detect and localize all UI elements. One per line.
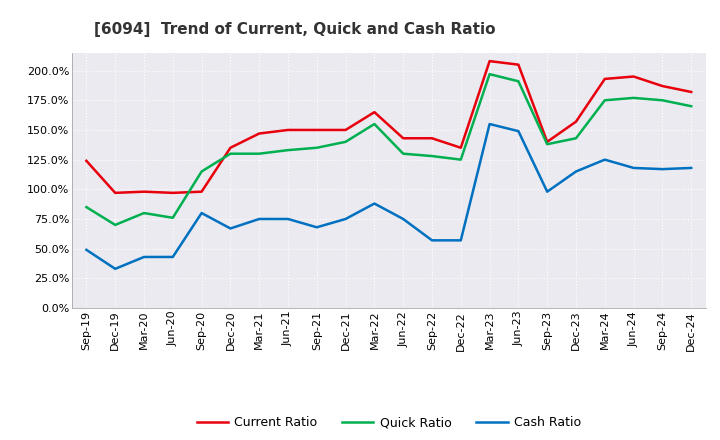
Current Ratio [197, 189, 206, 194]
Current Ratio [687, 89, 696, 95]
Quick Ratio [111, 222, 120, 227]
Line: Cash Ratio: Cash Ratio [86, 124, 691, 269]
Quick Ratio [312, 145, 321, 150]
Cash Ratio [428, 238, 436, 243]
Current Ratio [370, 110, 379, 115]
Cash Ratio [255, 216, 264, 222]
Current Ratio [140, 189, 148, 194]
Cash Ratio [197, 210, 206, 216]
Quick Ratio [687, 103, 696, 109]
Cash Ratio [600, 157, 609, 162]
Quick Ratio [284, 147, 292, 153]
Quick Ratio [629, 95, 638, 101]
Quick Ratio [485, 72, 494, 77]
Current Ratio [485, 59, 494, 64]
Current Ratio [428, 136, 436, 141]
Current Ratio [600, 76, 609, 81]
Current Ratio [111, 190, 120, 195]
Line: Quick Ratio: Quick Ratio [86, 74, 691, 225]
Cash Ratio [312, 225, 321, 230]
Cash Ratio [341, 216, 350, 222]
Cash Ratio [485, 121, 494, 127]
Current Ratio [82, 158, 91, 163]
Quick Ratio [341, 139, 350, 144]
Quick Ratio [543, 142, 552, 147]
Cash Ratio [111, 266, 120, 271]
Quick Ratio [399, 151, 408, 156]
Current Ratio [399, 136, 408, 141]
Quick Ratio [255, 151, 264, 156]
Cash Ratio [140, 254, 148, 260]
Current Ratio [341, 127, 350, 132]
Current Ratio [543, 139, 552, 144]
Quick Ratio [600, 98, 609, 103]
Cash Ratio [572, 169, 580, 174]
Current Ratio [629, 74, 638, 79]
Current Ratio [168, 190, 177, 195]
Quick Ratio [572, 136, 580, 141]
Current Ratio [572, 119, 580, 124]
Cash Ratio [687, 165, 696, 171]
Current Ratio [514, 62, 523, 67]
Current Ratio [226, 145, 235, 150]
Cash Ratio [629, 165, 638, 171]
Text: [6094]  Trend of Current, Quick and Cash Ratio: [6094] Trend of Current, Quick and Cash … [94, 22, 495, 37]
Quick Ratio [197, 169, 206, 174]
Current Ratio [312, 127, 321, 132]
Quick Ratio [226, 151, 235, 156]
Current Ratio [255, 131, 264, 136]
Current Ratio [284, 127, 292, 132]
Line: Current Ratio: Current Ratio [86, 61, 691, 193]
Cash Ratio [226, 226, 235, 231]
Cash Ratio [399, 216, 408, 222]
Quick Ratio [456, 157, 465, 162]
Current Ratio [456, 145, 465, 150]
Cash Ratio [370, 201, 379, 206]
Quick Ratio [428, 154, 436, 159]
Quick Ratio [168, 215, 177, 220]
Cash Ratio [514, 128, 523, 134]
Quick Ratio [658, 98, 667, 103]
Cash Ratio [168, 254, 177, 260]
Legend: Current Ratio, Quick Ratio, Cash Ratio: Current Ratio, Quick Ratio, Cash Ratio [192, 411, 586, 434]
Cash Ratio [658, 166, 667, 172]
Cash Ratio [82, 247, 91, 253]
Cash Ratio [543, 189, 552, 194]
Quick Ratio [370, 121, 379, 127]
Quick Ratio [514, 79, 523, 84]
Cash Ratio [456, 238, 465, 243]
Current Ratio [658, 84, 667, 89]
Quick Ratio [140, 210, 148, 216]
Cash Ratio [284, 216, 292, 222]
Quick Ratio [82, 205, 91, 210]
